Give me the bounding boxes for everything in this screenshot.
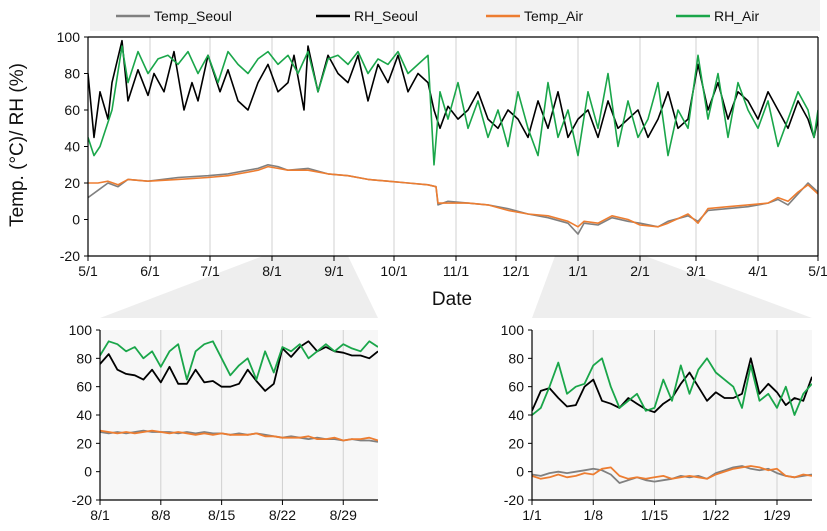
zoom-chart-august: -20 0 20 40 60 80 100 8/1 8/8 8/15 8/22 8/29 bbox=[69, 322, 378, 523]
x-tick-label: 1/15 bbox=[641, 507, 668, 523]
x-tick-label: 3/1 bbox=[686, 263, 706, 279]
x-tick-label: 8/15 bbox=[208, 507, 235, 523]
y-tick-label: 60 bbox=[64, 102, 80, 118]
x-tick-label: 1/8 bbox=[584, 507, 604, 523]
series-line-rh-air bbox=[532, 357, 812, 416]
series-line-temp-air bbox=[532, 465, 812, 480]
y-tick-label: 40 bbox=[64, 139, 80, 155]
x-tick-label: 1/1 bbox=[522, 507, 542, 523]
y-tick-label: -20 bbox=[72, 492, 92, 508]
plot-area bbox=[100, 330, 378, 500]
x-tick-label: 2/1 bbox=[630, 263, 650, 279]
x-tick-label: 5/1 bbox=[78, 263, 98, 279]
series-line-temp-air bbox=[100, 429, 378, 442]
zoom-connector-august bbox=[100, 256, 378, 318]
x-tick-label: 6/1 bbox=[140, 263, 160, 279]
series-line-temp-air bbox=[88, 165, 818, 228]
plot-area bbox=[532, 330, 812, 500]
zoom-chart-january: -20 0 20 40 60 80 100 1/1 1/8 1/15 1/22 1/29 bbox=[501, 322, 812, 523]
zoom-connector-january bbox=[532, 256, 812, 318]
y-tick-label: 40 bbox=[508, 407, 524, 423]
x-tick-label: 8/29 bbox=[330, 507, 357, 523]
x-tick-label: 8/1 bbox=[90, 507, 110, 523]
legend-label-rh-seoul: RH_Seoul bbox=[354, 8, 418, 24]
y-tick-label: -20 bbox=[504, 492, 524, 508]
series-line-rh-air bbox=[100, 340, 378, 381]
y-tick-label: 20 bbox=[508, 435, 524, 451]
y-tick-label: 80 bbox=[508, 350, 524, 366]
x-tick-label: 11/1 bbox=[443, 263, 469, 279]
x-tick-label: 9/1 bbox=[324, 263, 344, 279]
y-tick-label: 40 bbox=[76, 407, 92, 423]
main-y-axis-title: Temp. (°C)/ RH (%) bbox=[7, 63, 28, 227]
x-tick-label: 1/22 bbox=[702, 507, 729, 523]
y-tick-label: 80 bbox=[64, 66, 80, 82]
x-tick-label: 7/1 bbox=[200, 263, 220, 279]
y-tick-label: 20 bbox=[76, 435, 92, 451]
y-tick-label: 60 bbox=[76, 379, 92, 395]
x-tick-label: 8/22 bbox=[269, 507, 296, 523]
legend-label-rh-air: RH_Air bbox=[714, 8, 759, 24]
x-tick-label: 4/1 bbox=[748, 263, 768, 279]
y-tick-label: -20 bbox=[60, 248, 80, 264]
y-tick-label: 0 bbox=[72, 212, 80, 228]
plot-area bbox=[88, 37, 818, 256]
legend: Temp_Seoul RH_Seoul Temp_Air RH_Air bbox=[90, 0, 820, 31]
x-tick-label: 5/1 bbox=[808, 263, 827, 279]
legend-label-temp-seoul: Temp_Seoul bbox=[154, 8, 232, 24]
y-tick-label: 0 bbox=[516, 464, 524, 480]
y-tick-label: 0 bbox=[84, 464, 92, 480]
y-tick-label: 60 bbox=[508, 379, 524, 395]
y-tick-label: 100 bbox=[501, 322, 525, 338]
y-tick-label: 80 bbox=[76, 350, 92, 366]
x-tick-label: 12/1 bbox=[502, 263, 529, 279]
x-tick-label: 10/1 bbox=[380, 263, 407, 279]
x-tick-label: 8/1 bbox=[262, 263, 282, 279]
legend-label-temp-air: Temp_Air bbox=[524, 8, 583, 24]
y-tick-label: 20 bbox=[64, 175, 80, 191]
y-tick-label: 100 bbox=[69, 322, 93, 338]
main-chart: -20 0 20 40 60 80 100 5/1 6/1 7/1 8/1 9/1 10/1 11/1 12… bbox=[57, 29, 827, 279]
series-line-rh-air bbox=[88, 45, 818, 166]
x-tick-label: 1/1 bbox=[568, 263, 588, 279]
main-x-axis-title: Date bbox=[432, 289, 472, 310]
x-tick-label: 8/8 bbox=[151, 507, 171, 523]
y-tick-label: 100 bbox=[57, 29, 81, 45]
x-tick-label: 1/29 bbox=[763, 507, 790, 523]
